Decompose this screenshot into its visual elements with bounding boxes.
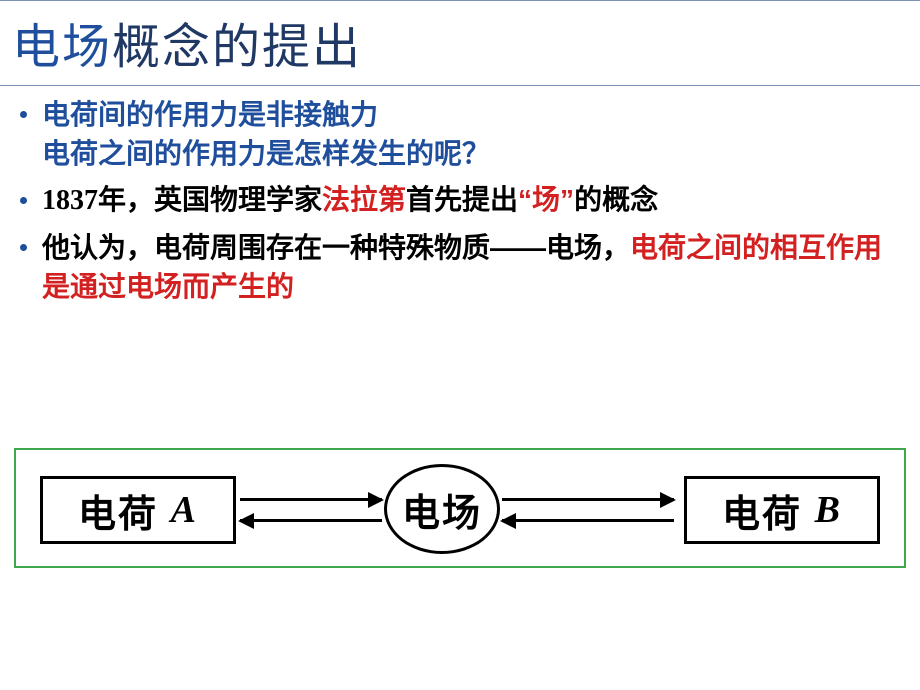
diagram-arrows-right — [502, 490, 674, 530]
arrow-a-to-field — [240, 498, 382, 501]
bullet-text-run: 年，英国物理学家 — [98, 184, 322, 215]
bullet-list: 电荷间的作用力是非接触力电荷之间的作用力是怎样发生的呢？ 1837年，英国物理学家… — [0, 86, 920, 306]
node-field-label: 电场 — [402, 482, 482, 537]
diagram-container: 电荷 A 电场 电荷 B — [14, 448, 906, 568]
arrow-b-to-field — [502, 519, 674, 522]
diagram-node-field: 电场 — [384, 464, 500, 554]
bullet-text-run: 电荷间的作用力是非接触力 — [42, 99, 378, 130]
bullet-text-run: 1837 — [42, 185, 98, 216]
title-part1: 电场 — [12, 21, 112, 74]
bullet-text-run: “场” — [518, 184, 574, 215]
bullet-text-run: 电荷之间的作用力是怎样发生的呢？ — [42, 138, 490, 169]
arrow-field-to-a — [240, 519, 382, 522]
bullet-dot-icon — [20, 111, 27, 118]
node-b-sub: B — [815, 488, 842, 532]
arrow-field-to-b — [502, 498, 674, 501]
bullet-text-run: 首先提出 — [406, 184, 518, 215]
bullet-item: 1837年，英国物理学家法拉第首先提出“场”的概念 — [14, 181, 906, 221]
bullet-text-run: 的概念 — [574, 184, 658, 215]
bullet-dot-icon — [20, 244, 27, 251]
diagram-arrows-left — [240, 490, 382, 530]
electric-field-diagram: 电荷 A 电场 电荷 B — [22, 458, 898, 558]
bullet-dot-icon — [20, 197, 27, 204]
diagram-node-charge-a: 电荷 A — [40, 476, 236, 544]
slide-title-bar: 电场概念的提出 — [0, 0, 920, 86]
bullet-text-run: 他认为，电荷周围存在一种特殊物质——电场， — [42, 232, 630, 263]
slide-title: 电场概念的提出 — [12, 7, 908, 77]
bullet-item: 他认为，电荷周围存在一种特殊物质——电场，电荷之间的相互作用是通过电场而产生的 — [14, 229, 906, 306]
node-a-sub: A — [171, 488, 198, 532]
node-b-label: 电荷 — [722, 483, 802, 538]
diagram-node-charge-b: 电荷 B — [684, 476, 880, 544]
title-part2: 概念的提出 — [112, 21, 362, 74]
bullet-item: 电荷间的作用力是非接触力电荷之间的作用力是怎样发生的呢？ — [14, 96, 906, 173]
bullet-text-run: 法拉第 — [322, 184, 406, 215]
node-a-label: 电荷 — [78, 483, 158, 538]
